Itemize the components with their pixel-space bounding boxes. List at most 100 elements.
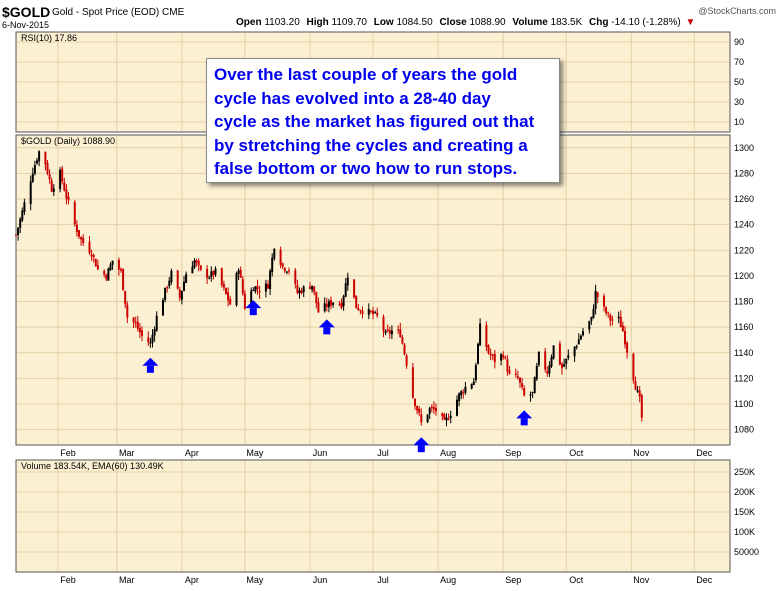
candle — [151, 329, 154, 348]
annotation-box: Over the last couple of years the gold c… — [206, 58, 560, 183]
price-tick-label: 1260 — [734, 194, 754, 204]
candle — [73, 200, 76, 227]
candle — [271, 253, 274, 277]
candle — [227, 287, 230, 307]
candle — [456, 395, 458, 417]
candle — [124, 290, 127, 309]
candle — [523, 385, 526, 397]
candle — [63, 177, 66, 192]
annotation-line: cycle has evolved into a 28-40 day — [214, 88, 491, 108]
date-label: 6-Nov-2015 — [2, 20, 49, 30]
candle — [168, 276, 171, 289]
candle — [441, 412, 444, 421]
candle — [258, 285, 261, 299]
candle — [149, 337, 152, 348]
candle — [191, 261, 194, 274]
candle — [537, 351, 540, 367]
candle — [607, 311, 610, 318]
x-tick-label: Nov — [633, 575, 650, 585]
up-arrow-icon — [516, 410, 533, 426]
axis-ticks: Feb Feb Mar Mar Apr Apr May May Jun Jun Jul Jul Aug A… — [60, 37, 759, 585]
x-tick-label: Jun — [313, 448, 328, 458]
candle — [565, 358, 568, 370]
candle — [462, 389, 465, 399]
candle — [302, 285, 305, 297]
x-tick-label: Jul — [377, 575, 389, 585]
candle — [88, 236, 91, 255]
candle — [235, 271, 238, 307]
candle — [445, 413, 448, 427]
candle — [605, 305, 608, 316]
candle — [120, 267, 122, 273]
candle — [582, 327, 584, 337]
x-tick-label: Oct — [569, 448, 584, 458]
candle — [166, 285, 169, 293]
candle — [281, 262, 284, 269]
candle — [269, 268, 272, 296]
candle — [500, 353, 503, 366]
candle — [21, 207, 24, 222]
candle — [78, 230, 80, 240]
candle — [447, 413, 450, 421]
candle — [426, 414, 429, 424]
candle — [199, 265, 202, 272]
description-label: Gold - Spot Price (EOD) CME — [52, 7, 185, 18]
candle — [470, 383, 473, 390]
candle — [94, 258, 97, 267]
candle — [185, 271, 188, 284]
x-tick-label: Oct — [569, 575, 584, 585]
candle — [588, 320, 591, 334]
volume-tick-label: 200K — [734, 487, 755, 497]
candle — [332, 302, 335, 308]
rsi-tick-label: 30 — [734, 97, 744, 107]
price-tick-label: 1100 — [734, 399, 753, 409]
candle — [183, 276, 185, 292]
candle — [311, 285, 314, 293]
candle — [153, 326, 156, 342]
x-tick-label: Apr — [185, 575, 199, 585]
price-series — [15, 150, 643, 427]
candle — [59, 167, 62, 193]
up-arrow-icon — [413, 437, 430, 453]
annotation-line: by stretching the cycles and creating a — [214, 135, 528, 155]
candle — [61, 165, 64, 185]
rsi-tick-label: 10 — [734, 117, 744, 127]
ohlc-readout: Open 1103.20 High 1109.70 Low 1084.50 Cl… — [236, 17, 695, 28]
candle — [521, 377, 524, 390]
candle — [138, 322, 141, 339]
watermark: @StockCharts.com — [698, 6, 776, 16]
candle — [243, 289, 246, 311]
candle — [617, 311, 620, 324]
candle — [640, 393, 643, 422]
price-tick-label: 1140 — [734, 348, 753, 358]
candle — [330, 296, 332, 310]
candle — [342, 294, 345, 311]
candle — [590, 316, 593, 325]
candle — [477, 342, 479, 365]
candle — [267, 280, 269, 289]
annotation-line: false bottom or two how to run stops. — [214, 159, 518, 178]
candle — [399, 322, 402, 338]
candle — [136, 315, 139, 332]
price-tick-label: 1200 — [734, 271, 754, 281]
candle — [147, 331, 150, 346]
price-tick-label: 1240 — [734, 220, 754, 230]
candle — [340, 298, 343, 310]
candle — [162, 297, 164, 316]
candle — [254, 285, 257, 294]
candle — [552, 345, 555, 360]
candle — [603, 293, 605, 312]
candle — [384, 329, 387, 336]
x-tick-label: Apr — [185, 448, 199, 458]
candle — [546, 366, 549, 377]
cycle-low-markers — [142, 300, 533, 453]
candle — [514, 368, 517, 378]
candle — [313, 286, 316, 296]
candle — [214, 266, 217, 277]
candle — [416, 405, 419, 415]
price-tick-label: 1120 — [734, 373, 753, 383]
candle — [90, 249, 93, 261]
candle — [414, 398, 416, 410]
candle — [48, 169, 51, 184]
price-tick-label: 1180 — [734, 297, 753, 307]
